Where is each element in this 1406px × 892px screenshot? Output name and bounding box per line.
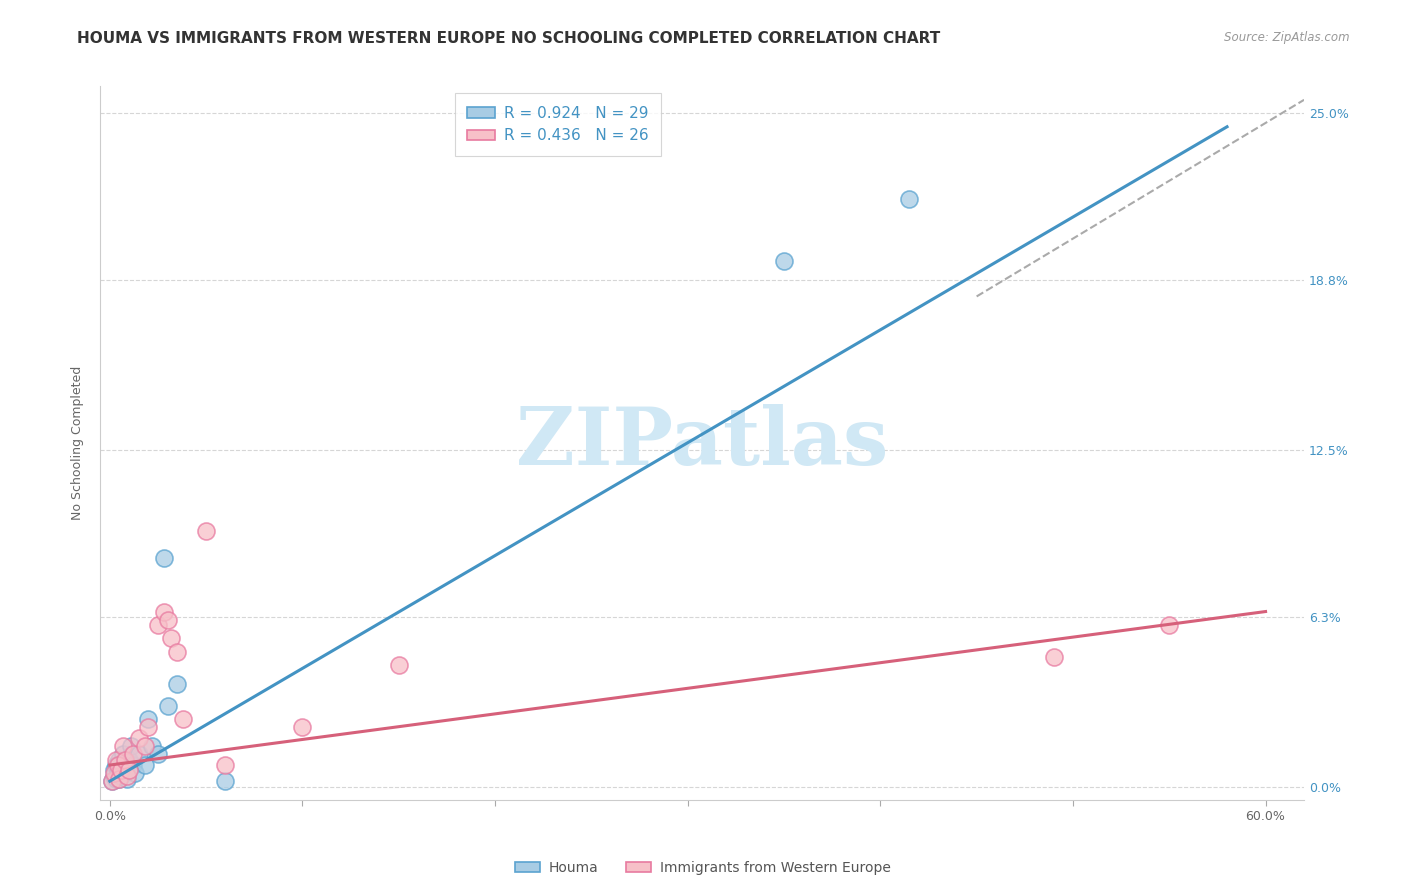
Point xyxy=(146,747,169,762)
Legend: R = 0.924   N = 29, R = 0.436   N = 26: R = 0.924 N = 29, R = 0.436 N = 26 xyxy=(454,94,661,155)
Point xyxy=(107,758,129,772)
Point xyxy=(156,698,179,713)
Point xyxy=(108,772,131,786)
Point xyxy=(1159,618,1181,632)
Legend: Houma, Immigrants from Western Europe: Houma, Immigrants from Western Europe xyxy=(510,855,896,880)
Text: HOUMA VS IMMIGRANTS FROM WESTERN EUROPE NO SCHOOLING COMPLETED CORRELATION CHART: HOUMA VS IMMIGRANTS FROM WESTERN EUROPE … xyxy=(77,31,941,46)
Point xyxy=(166,677,188,691)
Point xyxy=(152,550,174,565)
Point xyxy=(115,769,138,783)
Point xyxy=(118,753,141,767)
Point xyxy=(103,769,125,783)
Point xyxy=(138,720,160,734)
Point xyxy=(104,758,127,772)
Point xyxy=(108,772,131,786)
Point xyxy=(120,739,142,754)
Point xyxy=(134,739,156,754)
Point xyxy=(118,764,141,778)
Point xyxy=(110,769,132,783)
Point xyxy=(104,753,127,767)
Point xyxy=(195,524,218,538)
Point xyxy=(104,772,127,786)
Point xyxy=(114,764,136,778)
Point xyxy=(100,774,122,789)
Point xyxy=(103,766,125,780)
Point xyxy=(108,753,131,767)
Point xyxy=(773,254,796,268)
Point xyxy=(146,618,169,632)
Point xyxy=(122,747,145,762)
Point xyxy=(172,712,194,726)
Point xyxy=(112,747,135,762)
Point xyxy=(152,605,174,619)
Point xyxy=(107,761,129,775)
Point xyxy=(388,658,411,673)
Point xyxy=(156,613,179,627)
Y-axis label: No Schooling Completed: No Schooling Completed xyxy=(72,366,84,520)
Point xyxy=(107,766,129,780)
Point xyxy=(100,774,122,789)
Point xyxy=(138,712,160,726)
Text: Source: ZipAtlas.com: Source: ZipAtlas.com xyxy=(1225,31,1350,45)
Point xyxy=(114,753,136,767)
Point xyxy=(115,772,138,786)
Point xyxy=(110,764,132,778)
Point xyxy=(214,774,236,789)
Point xyxy=(160,632,183,646)
Text: ZIPatlas: ZIPatlas xyxy=(516,404,889,483)
Point xyxy=(166,645,188,659)
Point xyxy=(1042,650,1064,665)
Point xyxy=(110,758,132,772)
Point xyxy=(103,764,125,778)
Point xyxy=(134,758,156,772)
Point xyxy=(124,766,146,780)
Point xyxy=(128,731,150,745)
Point xyxy=(291,720,314,734)
Point xyxy=(898,193,921,207)
Point xyxy=(112,739,135,754)
Point xyxy=(128,747,150,762)
Point xyxy=(141,739,163,754)
Point xyxy=(122,758,145,772)
Point xyxy=(214,758,236,772)
